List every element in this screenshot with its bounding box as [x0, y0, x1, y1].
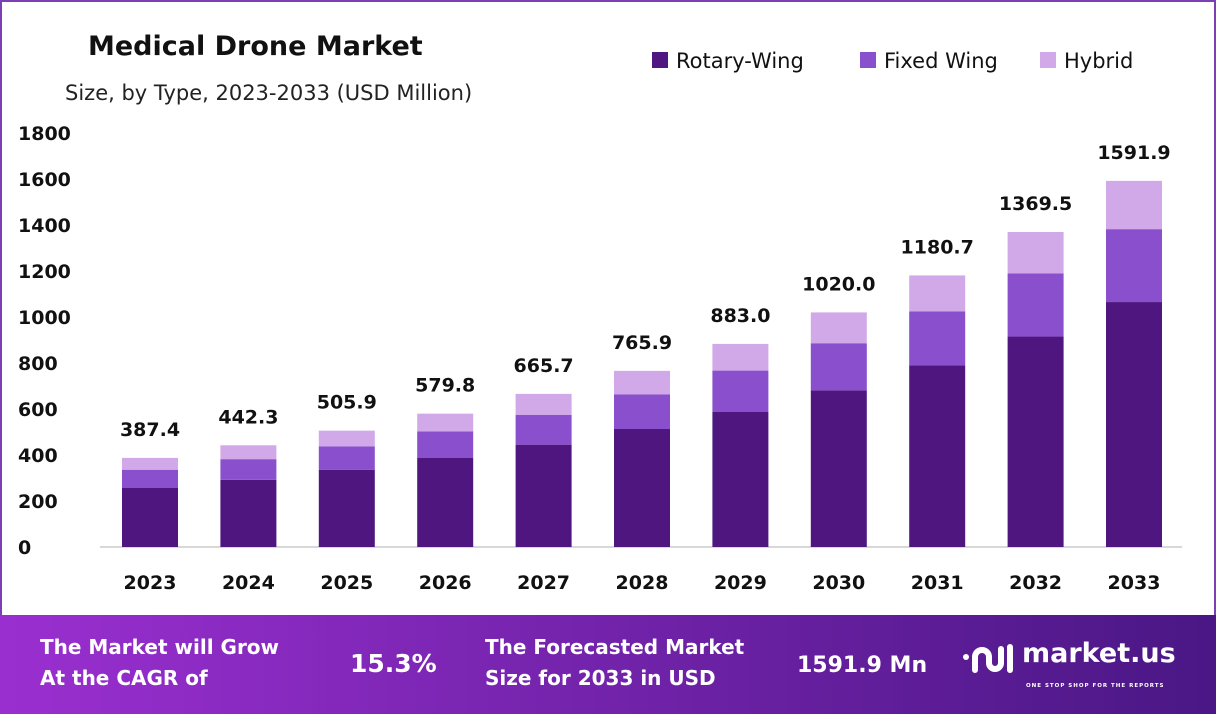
bar-segment-fixed-wing: [122, 469, 178, 488]
x-tick-label: 2026: [419, 572, 472, 594]
bar-segment-rotary-wing: [417, 457, 474, 547]
brand-name: market.us: [1022, 638, 1176, 669]
legend-swatch-rotary-wing: [652, 52, 668, 68]
bar-segment-rotary-wing: [122, 487, 178, 547]
chart-title: Medical Drone Market: [88, 31, 423, 62]
x-tick-label: 2030: [812, 572, 865, 594]
bar-segment-fixed-wing: [417, 431, 474, 458]
bar-segment-fixed-wing: [810, 343, 867, 391]
bar-segment-fixed-wing: [1106, 229, 1162, 303]
y-tick-label: 400: [18, 445, 58, 467]
footer-banner: The Market will Grow At the CAGR of 15.3…: [0, 615, 1216, 714]
y-axis: 0 200 400 600 800 1000 1200 1400 1600 1800: [18, 123, 71, 559]
bar-segment-hybrid: [712, 343, 769, 371]
bar-segment-hybrid: [515, 393, 572, 415]
data-label-total: 765.9: [612, 332, 672, 354]
bar-segment-rotary-wing: [1106, 302, 1162, 547]
y-tick-label: 0: [18, 537, 31, 559]
bar-segment-rotary-wing: [318, 469, 375, 547]
bar-segment-hybrid: [614, 370, 670, 395]
footer-background: [0, 615, 1216, 714]
data-label-total: 442.3: [218, 406, 278, 428]
y-tick-label: 1200: [18, 261, 71, 283]
data-label-total: 1591.9: [1097, 142, 1170, 164]
bar-segment-hybrid: [122, 457, 178, 470]
x-tick-label: 2025: [320, 572, 373, 594]
bar-segment-rotary-wing: [909, 365, 966, 547]
x-tick-label: 2027: [517, 572, 570, 594]
bars: 387.4 442.3 505.9 579.8 665.7 765.9 883.0 1020.…: [120, 142, 1171, 547]
x-axis: 2023 2024 2025 2026 2027 2028 2029 2030 2031 2032…: [124, 572, 1161, 594]
bar-segment-fixed-wing: [909, 311, 966, 366]
y-tick-label: 600: [18, 399, 58, 421]
data-label-total: 579.8: [415, 375, 475, 397]
legend-label: Rotary-Wing: [676, 49, 804, 73]
x-tick-label: 2028: [616, 572, 669, 594]
logo-mark-icon: [963, 644, 1013, 673]
x-tick-label: 2029: [714, 572, 767, 594]
cagr-value: 15.3%: [350, 649, 437, 678]
forecast-value: 1591.9 Mn: [797, 653, 927, 678]
bar-segment-hybrid: [1106, 180, 1162, 230]
data-label-total: 505.9: [317, 392, 377, 414]
legend-swatch-hybrid: [1040, 52, 1056, 68]
x-tick-label: 2024: [222, 572, 275, 594]
bar-segment-hybrid: [810, 312, 867, 344]
bar-segment-hybrid: [318, 430, 375, 447]
market-us-logo: market.us ONE STOP SHOP FOR THE REPORTS: [963, 638, 1176, 689]
x-tick-label: 2032: [1009, 572, 1062, 594]
brand-tagline: ONE STOP SHOP FOR THE REPORTS: [1026, 683, 1164, 689]
bar-segment-hybrid: [417, 413, 474, 432]
x-tick-label: 2031: [911, 572, 964, 594]
data-label-total: 387.4: [120, 419, 180, 441]
y-tick-label: 1000: [18, 307, 71, 329]
bar-segment-fixed-wing: [614, 394, 670, 430]
y-tick-label: 1800: [18, 123, 71, 145]
y-tick-label: 1600: [18, 169, 71, 191]
bar-segment-rotary-wing: [1007, 336, 1064, 547]
data-label-total: 665.7: [514, 355, 574, 377]
legend: Rotary-Wing Fixed Wing Hybrid: [652, 49, 1133, 73]
forecast-label-line2: Size for 2033 in USD: [485, 666, 716, 690]
bar-segment-rotary-wing: [712, 411, 769, 547]
cagr-label-line1: The Market will Grow: [40, 635, 279, 659]
y-tick-label: 1400: [18, 215, 71, 237]
bar-segment-rotary-wing: [220, 479, 277, 547]
bar-segment-rotary-wing: [515, 444, 572, 547]
bar-segment-hybrid: [220, 445, 277, 460]
bar-segment-fixed-wing: [515, 414, 572, 445]
bar-segment-fixed-wing: [712, 370, 769, 412]
bar-segment-fixed-wing: [318, 446, 375, 470]
y-tick-label: 200: [18, 491, 58, 513]
data-label-total: 1369.5: [999, 193, 1072, 215]
bar-segment-hybrid: [1007, 232, 1064, 274]
y-tick-label: 800: [18, 353, 58, 375]
chart-subtitle: Size, by Type, 2023-2033 (USD Million): [65, 81, 472, 105]
cagr-label-line2: At the CAGR of: [40, 666, 208, 690]
bar-segment-rotary-wing: [810, 390, 867, 547]
legend-label: Hybrid: [1064, 49, 1133, 73]
data-label-total: 883.0: [710, 305, 770, 327]
legend-swatch-fixed-wing: [860, 52, 876, 68]
legend-label: Fixed Wing: [884, 49, 998, 73]
x-tick-label: 2023: [124, 572, 177, 594]
data-label-total: 1020.0: [802, 273, 875, 295]
bar-segment-fixed-wing: [220, 459, 277, 480]
bar-segment-rotary-wing: [614, 429, 670, 547]
bar-segment-fixed-wing: [1007, 273, 1064, 337]
x-tick-label: 2033: [1108, 572, 1161, 594]
bar-segment-hybrid: [909, 275, 966, 312]
forecast-label-line1: The Forecasted Market: [485, 635, 745, 659]
data-label-total: 1180.7: [901, 236, 974, 258]
